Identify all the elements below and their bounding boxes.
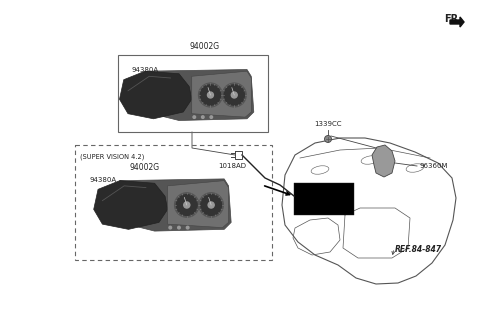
Circle shape [193,116,195,118]
Circle shape [200,85,221,105]
Circle shape [186,226,189,229]
Circle shape [199,83,222,107]
Bar [75,145,272,260]
Text: 1339CC: 1339CC [314,121,342,127]
Text: 96360M: 96360M [419,163,447,169]
Bar [294,183,354,215]
Text: 1018AD: 1018AD [218,163,246,169]
Polygon shape [120,71,192,119]
Circle shape [175,193,199,217]
Polygon shape [192,71,251,117]
Circle shape [178,226,180,229]
Circle shape [199,193,223,217]
Circle shape [201,195,221,215]
Circle shape [184,202,190,208]
Text: FR.: FR. [444,14,462,24]
Circle shape [169,226,171,229]
Circle shape [224,85,244,105]
Text: 94002G: 94002G [130,163,160,172]
Circle shape [324,135,332,143]
Circle shape [210,116,213,118]
Text: (SUPER VISION 4.2): (SUPER VISION 4.2) [80,153,144,160]
Text: REF.84-847: REF.84-847 [395,245,442,254]
Polygon shape [144,70,254,121]
Bar [118,55,268,132]
Polygon shape [118,179,231,231]
Circle shape [231,92,237,98]
Polygon shape [94,181,168,229]
Text: 94002G: 94002G [190,42,220,51]
Circle shape [207,92,214,98]
Circle shape [222,83,246,107]
Text: 94380A: 94380A [89,177,116,183]
Circle shape [177,195,197,215]
Polygon shape [168,181,228,228]
Circle shape [202,116,204,118]
Text: 94380A: 94380A [132,67,159,73]
Polygon shape [372,145,395,177]
Circle shape [208,202,214,208]
Polygon shape [450,17,464,27]
